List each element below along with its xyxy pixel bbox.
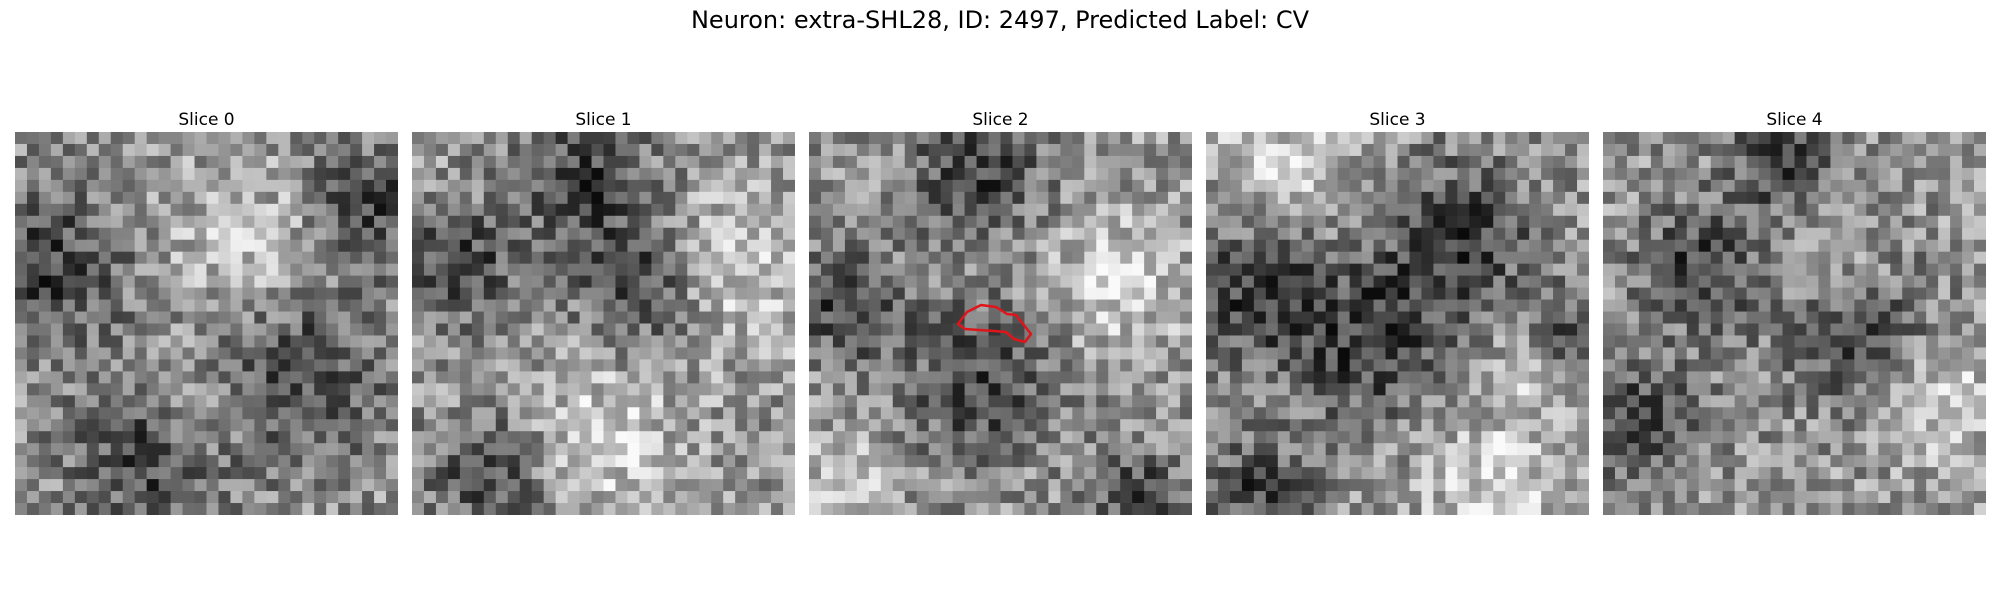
slice-title: Slice 2 <box>972 110 1029 130</box>
slice-title: Slice 3 <box>1369 110 1426 130</box>
slice-image <box>1206 132 1589 515</box>
slice-image <box>412 132 795 515</box>
slice-title: Slice 0 <box>178 110 235 130</box>
roi-contour <box>956 303 1033 344</box>
slice-title: Slice 1 <box>575 110 632 130</box>
slice-panel-0: Slice 0 <box>15 108 398 515</box>
slice-title: Slice 4 <box>1766 110 1823 130</box>
figure-title: Neuron: extra-SHL28, ID: 2497, Predicted… <box>690 6 1310 34</box>
slice-image <box>1603 132 1986 515</box>
slice-panel-3: Slice 3 <box>1206 108 1589 515</box>
slice-panel-4: Slice 4 <box>1603 108 1986 515</box>
slice-panel-2: Slice 2 <box>809 108 1192 515</box>
slice-image <box>809 132 1192 515</box>
slice-panel-1: Slice 1 <box>412 108 795 515</box>
slice-image <box>15 132 398 515</box>
